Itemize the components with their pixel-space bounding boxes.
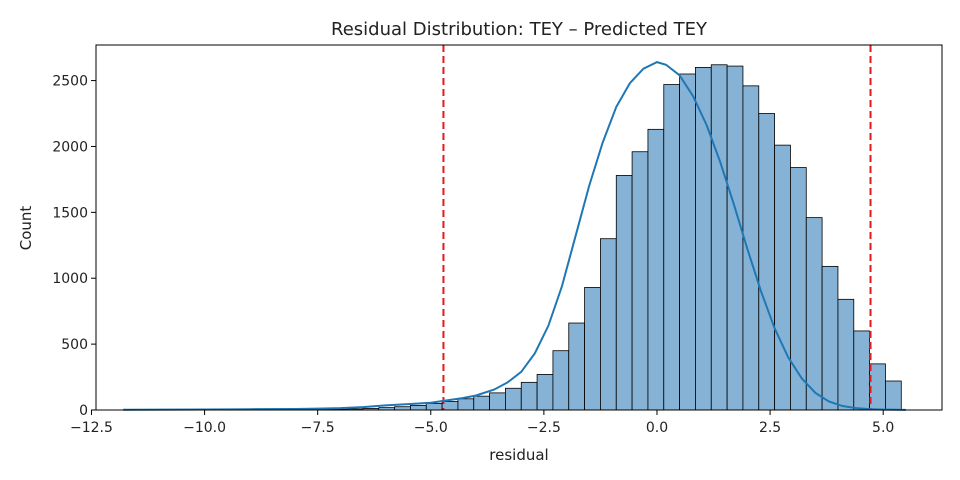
y-tick-label: 500 [61, 337, 88, 353]
x-tick-label: −10.0 [183, 420, 226, 436]
y-tick-label: 1500 [52, 205, 88, 221]
x-tick-label: 5.0 [872, 420, 894, 436]
histogram-bar [869, 363, 886, 411]
histogram-bar [821, 265, 839, 411]
histogram-bar [505, 387, 522, 411]
histogram-bar [584, 287, 601, 411]
histogram-bar [647, 128, 665, 411]
histogram-bar [710, 64, 728, 411]
x-tick-label: −12.5 [70, 420, 113, 436]
plot-frame [95, 44, 943, 411]
histogram-bar [457, 398, 475, 411]
histogram-bar [489, 392, 506, 411]
x-axis-ticks: −12.5 −10.0 −7.5 −5.0 −2.5 0.0 2.5 5.0 [70, 410, 894, 436]
histogram-bar [837, 298, 855, 411]
histogram-bar [520, 381, 538, 411]
histogram-bar [631, 151, 649, 411]
histogram-bar [663, 84, 681, 411]
histogram-bar [679, 73, 696, 411]
x-tick-label: 0.0 [646, 420, 668, 436]
x-tick-label: 2.5 [759, 420, 781, 436]
y-tick-label: 2000 [52, 139, 88, 155]
histogram-bar [742, 85, 760, 411]
histogram-bar [805, 217, 823, 411]
threshold-lines [442, 45, 872, 410]
histogram-bar [615, 175, 633, 411]
y-tick-label: 0 [79, 403, 88, 419]
histogram-bar [425, 403, 443, 411]
x-axis-label: residual [489, 446, 548, 464]
histogram-bar [726, 65, 744, 411]
y-axis-ticks: 0 500 1000 1500 2000 2500 [52, 74, 96, 419]
x-tick-label: −5.0 [414, 420, 448, 436]
histogram-bar [758, 113, 776, 411]
y-tick-label: 2500 [52, 74, 88, 90]
histogram-bar [473, 395, 490, 411]
histogram-bars [125, 64, 902, 411]
histogram-bar [774, 144, 791, 411]
histogram-bar [600, 238, 617, 411]
histogram-bar [552, 350, 570, 411]
y-tick-label: 1000 [52, 271, 88, 287]
y-axis-label: Count [17, 206, 35, 251]
histogram-bar [853, 330, 871, 411]
histogram-bar [410, 404, 427, 411]
histogram-bar [885, 380, 902, 411]
kde-curve [123, 61, 906, 411]
x-tick-label: −2.5 [527, 420, 561, 436]
x-tick-label: −7.5 [301, 420, 335, 436]
chart-title: Residual Distribution: TEY – Predicted T… [331, 19, 708, 40]
histogram-bar [441, 401, 459, 411]
histogram-bar [568, 322, 585, 411]
histogram-bar [536, 374, 554, 411]
